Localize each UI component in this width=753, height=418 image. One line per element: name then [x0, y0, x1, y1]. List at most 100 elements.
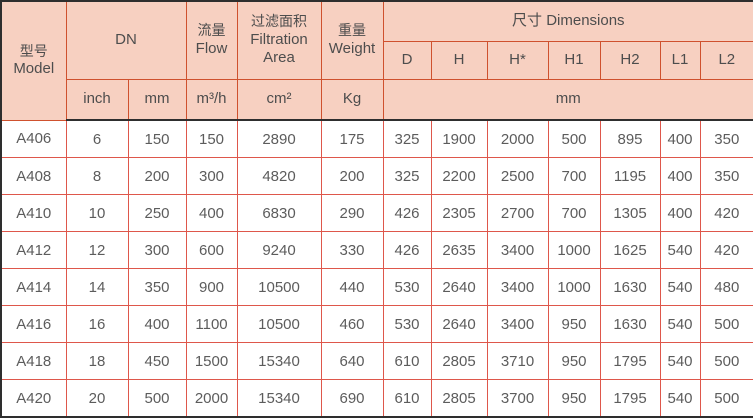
value-cell: 530 — [382, 305, 432, 343]
value-cell: 9240 — [236, 231, 322, 269]
value-cell: 400 — [659, 157, 701, 195]
value-cell: 500 — [547, 119, 601, 158]
value-cell: 420 — [699, 231, 753, 269]
value-cell: 895 — [599, 119, 661, 158]
value-cell: 2700 — [486, 194, 549, 232]
header-dn: DN — [65, 0, 187, 80]
header-model-en: Model — [13, 60, 55, 78]
value-cell: 950 — [547, 379, 601, 418]
value-cell: 200 — [320, 157, 384, 195]
value-cell: 290 — [320, 194, 384, 232]
header-weight-en: Weight — [328, 39, 376, 57]
value-cell: 1100 — [185, 305, 238, 343]
value-cell: 690 — [320, 379, 384, 418]
value-cell: 200 — [127, 157, 187, 195]
value-cell: 300 — [127, 231, 187, 269]
model-cell: A408 — [0, 157, 67, 195]
value-cell: 1195 — [599, 157, 661, 195]
header-model: 型号 Model — [0, 0, 67, 121]
header-dim-h1: H1 — [547, 41, 601, 80]
header-dim-h2: H2 — [599, 41, 661, 80]
value-cell: 3400 — [486, 268, 549, 306]
value-cell: 1000 — [547, 268, 601, 306]
value-cell: 640 — [320, 342, 384, 380]
value-cell: 600 — [185, 231, 238, 269]
value-cell: 3710 — [486, 342, 549, 380]
value-cell: 440 — [320, 268, 384, 306]
value-cell: 3700 — [486, 379, 549, 418]
value-cell: 500 — [699, 305, 753, 343]
header-model-zh: 型号 — [19, 42, 48, 59]
header-flow-zh: 流量 — [197, 22, 226, 39]
value-cell: 2805 — [430, 342, 488, 380]
value-cell: 540 — [659, 379, 701, 418]
header-filtration-zh: 过滤面积 — [251, 13, 308, 29]
unit-weight: Kg — [320, 79, 384, 121]
table-row: A412 12 300 600 9240 330 426 2635 3400 1000 1625 54… — [0, 231, 753, 269]
value-cell: 610 — [382, 379, 432, 418]
value-cell: 500 — [699, 342, 753, 380]
value-cell: 325 — [382, 157, 432, 195]
value-cell: 426 — [382, 194, 432, 232]
header-row-2: D H H* H1 H2 L1 L2 — [1, 41, 753, 80]
unit-mm: mm — [127, 79, 187, 121]
table-body: A406 6 150 150 2890 175 325 1900 2000 500 895 400 35… — [0, 119, 753, 418]
unit-dims-mm: mm — [382, 79, 753, 121]
value-cell: 175 — [320, 119, 384, 158]
header-weight: 重量 Weight — [320, 0, 384, 80]
value-cell: 950 — [547, 342, 601, 380]
value-cell: 350 — [127, 268, 187, 306]
value-cell: 1795 — [599, 342, 661, 380]
value-cell: 540 — [659, 342, 701, 380]
value-cell: 900 — [185, 268, 238, 306]
value-cell: 1305 — [599, 194, 661, 232]
value-cell: 10500 — [236, 305, 322, 343]
unit-flow: m³/h — [185, 79, 238, 121]
value-cell: 420 — [699, 194, 753, 232]
header-row-3: inch mm m³/h cm² Kg mm — [1, 79, 753, 121]
value-cell: 10 — [65, 194, 129, 232]
value-cell: 15340 — [236, 342, 322, 380]
value-cell: 460 — [320, 305, 384, 343]
value-cell: 500 — [699, 379, 753, 418]
value-cell: 400 — [659, 194, 701, 232]
value-cell: 400 — [185, 194, 238, 232]
model-cell: A416 — [0, 305, 67, 343]
header-filtration-area: 过滤面积 Filtration Area — [236, 0, 322, 80]
value-cell: 1630 — [599, 305, 661, 343]
unit-inch: inch — [65, 79, 129, 121]
value-cell: 10500 — [236, 268, 322, 306]
header-filtration-en2: Area — [263, 49, 295, 67]
value-cell: 2200 — [430, 157, 488, 195]
value-cell: 350 — [699, 157, 753, 195]
value-cell: 6830 — [236, 194, 322, 232]
value-cell: 2500 — [486, 157, 549, 195]
header-flow: 流量 Flow — [185, 0, 238, 80]
value-cell: 3400 — [486, 231, 549, 269]
header-flow-en: Flow — [195, 39, 228, 57]
value-cell: 8 — [65, 157, 129, 195]
value-cell: 12 — [65, 231, 129, 269]
value-cell: 700 — [547, 194, 601, 232]
header-dim-d: D — [382, 41, 432, 80]
value-cell: 400 — [127, 305, 187, 343]
header-dimensions-en: Dimensions — [546, 12, 625, 30]
value-cell: 400 — [659, 119, 701, 158]
table-header: 型号 Model DN 流量 Flow 过滤面积 Filtration Area… — [0, 0, 753, 121]
table-row: A416 16 400 1100 10500 460 530 2640 3400 950 1630 5… — [0, 305, 753, 343]
value-cell: 325 — [382, 119, 432, 158]
header-filtration-en1: Filtration — [250, 30, 308, 48]
header-dimensions: 尺寸 Dimensions — [382, 0, 753, 42]
value-cell: 330 — [320, 231, 384, 269]
value-cell: 1000 — [547, 231, 601, 269]
model-cell: A420 — [0, 379, 67, 418]
value-cell: 426 — [382, 231, 432, 269]
value-cell: 6 — [65, 119, 129, 158]
header-dim-l2: L2 — [699, 41, 753, 80]
table-row: A418 18 450 1500 15340 640 610 2805 3710 950 1795 5… — [0, 342, 753, 380]
model-cell: A410 — [0, 194, 67, 232]
header-dimensions-zh: 尺寸 — [512, 12, 543, 30]
value-cell: 4820 — [236, 157, 322, 195]
unit-area: cm² — [236, 79, 322, 121]
table-row: A420 20 500 2000 15340 690 610 2805 3700 950 1795 5… — [0, 379, 753, 418]
